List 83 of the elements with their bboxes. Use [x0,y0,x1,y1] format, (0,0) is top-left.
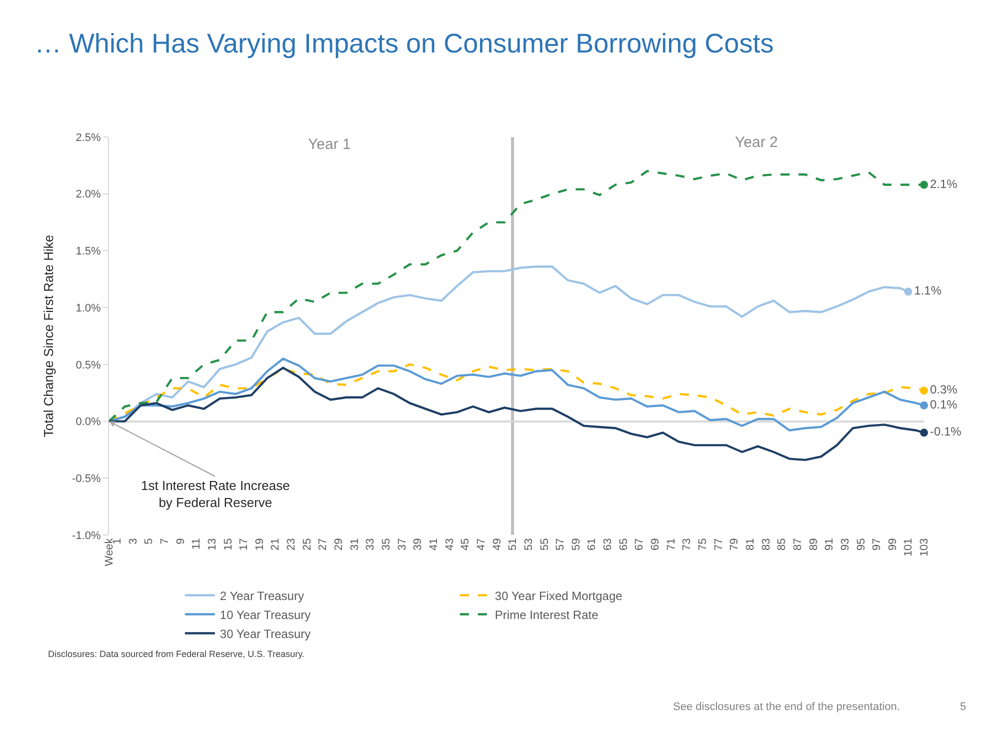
data-label: 2.1% [930,176,958,191]
x-tick-label: 101 [902,538,915,557]
x-tick-label: 23 [286,538,298,550]
y-tick-label: 2.5% [76,132,102,144]
text: See disclosures at the end of the presentation. [673,701,900,713]
x-tick-label: 99 [886,538,899,550]
x-tick-label: 97 [871,538,884,550]
x-tick-label: 39 [412,538,424,550]
x-tick-label: 63 [602,538,614,550]
x-tick-label: 89 [808,538,820,550]
x-tick-label: 59 [570,538,582,550]
x-tick-label: 19 [254,538,266,550]
x-tick-label: 31 [348,538,361,550]
y-tick-label: 1.0% [76,302,102,314]
x-tick-label: 53 [522,538,535,550]
y-tick-label: 0.0% [76,416,102,428]
x-tick-label: 7 [158,538,171,544]
x-tick-label: 55 [538,538,551,550]
x-tick-label: 43 [444,538,456,550]
x-tick-label: 27 [317,538,330,550]
x-tick-label: 51 [507,538,520,550]
x-tick-label: 77 [712,538,725,550]
x-tick-label: 9 [174,538,187,544]
x-tick-label: 83 [760,538,772,550]
x-tick-label: 61 [586,538,598,550]
text: 5 [960,701,966,713]
x-tick-label: 15 [222,538,234,550]
legend-label: 2 Year Treasury [220,588,304,603]
x-tick-label: 3 [127,538,140,544]
y-tick-label: -0.5% [72,472,102,485]
x-tick-label: 75 [697,538,710,550]
x-tick-label: 35 [380,538,393,550]
x-tick-label: 21 [270,538,282,550]
x-tick-label: 1 [111,538,124,544]
data-label: -0.1% [930,424,962,439]
x-tick-label: 93 [839,538,852,550]
x-tick-label: 11 [190,538,203,550]
point [920,180,928,189]
legend-label: 10 Year Treasury [220,608,311,622]
x-tick-label: 41 [428,538,440,550]
x-tick-label: 13 [206,538,218,550]
point [920,401,928,410]
text: Disclosures: Data sourced from Federal Reserve, U.S. Treasury. [48,649,304,659]
x-tick-label: 25 [301,538,314,550]
x-tick-label: 67 [634,538,646,550]
x-tick-label: 17 [238,538,250,550]
annotation: Year 1 [308,136,351,153]
x-tick-label: 69 [650,538,662,550]
x-tick-label: 91 [824,538,836,550]
x-tick-label: 87 [792,538,804,550]
annotation: Year 2 [735,134,778,151]
legend-label: 30 Year Fixed Mortgage [494,588,623,603]
x-tick-label: 71 [665,538,678,550]
x-tick-label: 49 [491,538,504,550]
x-tick-label: 65 [618,538,630,550]
x-tick-label: 33 [364,538,377,550]
chart-title: … Which Has Varying Impacts on Consumer Borrowing Costs [34,28,774,58]
x-tick-label: 79 [728,538,741,550]
data-label: 0.1% [930,397,958,412]
legend-label: 30 Year Treasury [220,626,311,641]
data-label: 1.1% [914,284,942,298]
x-tick-label: 47 [475,538,488,550]
x-tick-label: 85 [776,538,788,550]
point [904,288,912,296]
y-tick-label: 2.0% [76,188,102,201]
x-tick-label: 81 [744,538,756,550]
x-tick-label: 45 [460,538,472,550]
y-tick-label: -1.0% [72,530,102,542]
x-tick-label: 37 [396,538,408,550]
x-tick-label: 103 [918,538,931,557]
y-tick-label: 1.5% [76,246,102,258]
x-tick-label: 95 [855,538,868,550]
x-tick-label: 29 [333,538,346,550]
y-tick-label: 0.5% [76,359,102,372]
y-axis-title: Total Change Since First Rate Hike [41,234,56,438]
legend-label: Prime Interest Rate [494,608,599,622]
annotation: 1st Interest Rate Increase by Federal Reserve [141,478,290,510]
point [920,428,928,437]
x-tick-label: 57 [554,538,567,550]
point [920,386,928,395]
x-tick-label: 73 [681,538,694,550]
x-tick-label: 5 [143,538,156,544]
data-label: 0.3% [930,382,958,397]
